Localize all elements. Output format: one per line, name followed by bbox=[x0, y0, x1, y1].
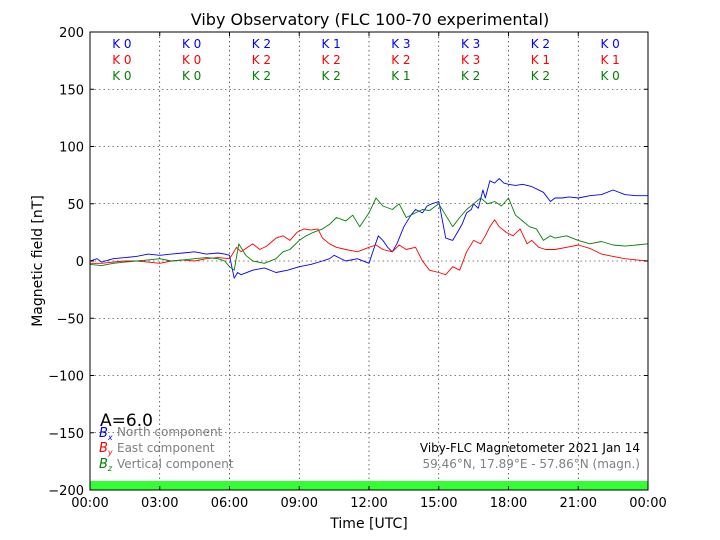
series-line-east bbox=[90, 219, 649, 276]
k-index-label-z: K 1 bbox=[391, 69, 410, 83]
legend-entry-vertical: Bz Vertical component bbox=[99, 457, 234, 473]
y-tick-label: 200 bbox=[59, 26, 84, 41]
k-index-label-y: K 2 bbox=[321, 53, 340, 67]
y-tick-label: 100 bbox=[59, 141, 84, 156]
plot-frame bbox=[89, 31, 649, 491]
x-axis-ticks: 00:00 03:00 06:00 09:00 12:00 15:00 18:00 21:00… bbox=[71, 32, 667, 511]
k-index-label-y: K 0 bbox=[112, 53, 131, 67]
k-index-label-x: K 2 bbox=[252, 37, 271, 51]
k-index-label-y: K 3 bbox=[461, 53, 480, 67]
y-tick-label: 0 bbox=[76, 255, 84, 270]
x-tick-label: 18:00 bbox=[490, 496, 527, 511]
info-line-2: 59.46°N, 17.89°E - 57.86°N (magn.) bbox=[423, 457, 640, 471]
series-line-north bbox=[89, 178, 648, 279]
k-index-label-x: K 0 bbox=[182, 37, 201, 51]
y-tick-label: −150 bbox=[48, 427, 84, 442]
x-tick-label: 21:00 bbox=[560, 496, 597, 511]
k-index-label-z: K 2 bbox=[461, 69, 480, 83]
x-tick-label: 06:00 bbox=[211, 496, 248, 511]
k-index-label-x: K 1 bbox=[321, 37, 340, 51]
k-index-label-y: K 2 bbox=[391, 53, 410, 67]
x-tick-label: 03:00 bbox=[141, 496, 178, 511]
k-index-label-y: K 0 bbox=[182, 53, 201, 67]
k-index-label-z: K 2 bbox=[321, 69, 340, 83]
k-index-labels: K 0 K 0 K 2 K 1 K 3 K 3 K 2 K 0 K 0 K 0 K 2 K 2 K 2 K… bbox=[112, 37, 620, 83]
x-axis-label: Time [UTC] bbox=[329, 516, 407, 532]
k-index-label-z: K 0 bbox=[112, 69, 131, 83]
grid-lines bbox=[90, 32, 648, 490]
legend-label-vertical: Vertical component bbox=[117, 457, 234, 471]
k-index-label-x: K 0 bbox=[112, 37, 131, 51]
x-tick-label: 15:00 bbox=[420, 496, 457, 511]
legend: Bx North component By East component Bz … bbox=[99, 425, 234, 473]
x-tick-label: 00:00 bbox=[629, 496, 666, 511]
series-lines bbox=[89, 178, 649, 279]
x-tick-label: 12:00 bbox=[350, 496, 387, 511]
a-index-label: A=6.0 bbox=[100, 411, 153, 431]
k-index-label-x: K 2 bbox=[531, 37, 550, 51]
k-index-label-x: K 0 bbox=[600, 37, 619, 51]
y-tick-label: 150 bbox=[59, 83, 84, 98]
chart-title: Viby Observatory (FLC 100-70 experimenta… bbox=[191, 10, 550, 29]
k-index-label-x: K 3 bbox=[461, 37, 480, 51]
k-index-label-y: K 2 bbox=[252, 53, 271, 67]
status-band bbox=[90, 481, 648, 490]
legend-entry-east: By East component bbox=[99, 441, 215, 457]
legend-label-north: North component bbox=[117, 425, 223, 439]
k-index-label-y: K 1 bbox=[600, 53, 619, 67]
x-tick-label: 09:00 bbox=[281, 496, 318, 511]
y-tick-label: −200 bbox=[48, 484, 84, 499]
k-index-label-z: K 0 bbox=[182, 69, 201, 83]
y-tick-label: 50 bbox=[67, 198, 84, 213]
k-index-label-z: K 0 bbox=[600, 69, 619, 83]
k-index-label-x: K 3 bbox=[391, 37, 410, 51]
y-tick-label: −50 bbox=[57, 312, 84, 327]
x-tick-label: 00:00 bbox=[71, 496, 108, 511]
y-axis-label: Magnetic field [nT] bbox=[30, 195, 46, 327]
info-line-1: Viby-FLC Magnetometer 2021 Jan 14 bbox=[420, 441, 640, 455]
series-line-vertical bbox=[89, 197, 649, 271]
k-index-label-y: K 1 bbox=[531, 53, 550, 67]
y-axis-ticks: −200 −150 −100 −50 0 50 100 150 200 bbox=[48, 26, 648, 499]
y-tick-label: −100 bbox=[48, 370, 84, 385]
k-index-label-z: K 2 bbox=[531, 69, 550, 83]
legend-label-east: East component bbox=[117, 441, 215, 455]
k-index-label-z: K 2 bbox=[252, 69, 271, 83]
